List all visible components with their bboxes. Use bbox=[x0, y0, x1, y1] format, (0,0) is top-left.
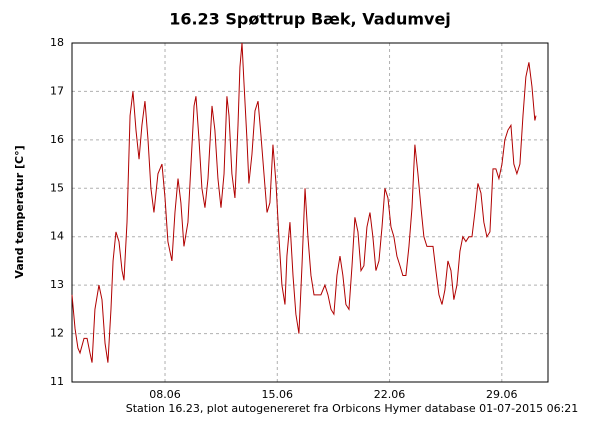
y-axis-label: Vand temperatur [C°] bbox=[13, 145, 26, 278]
x-tick-label: 22.06 bbox=[374, 388, 406, 401]
y-tick-label: 12 bbox=[50, 327, 64, 340]
x-tick-label: 15.06 bbox=[262, 388, 294, 401]
plot-area bbox=[72, 43, 548, 382]
y-tick-label: 16 bbox=[50, 133, 64, 146]
y-tick-label: 14 bbox=[50, 230, 64, 243]
y-tick-label: 15 bbox=[50, 181, 64, 194]
chart-title: 16.23 Spøttrup Bæk, Vadumvej bbox=[169, 10, 451, 29]
plot-frame bbox=[71, 42, 549, 383]
x-tick-label: 08.06 bbox=[149, 388, 181, 401]
y-tick-label: 18 bbox=[50, 36, 64, 49]
data-line bbox=[71, 42, 537, 363]
y-tick-label: 11 bbox=[50, 375, 64, 388]
y-tick-label: 17 bbox=[50, 84, 64, 97]
y-tick-label: 13 bbox=[50, 278, 64, 291]
footnote: Station 16.23, plot autogenereret fra Or… bbox=[126, 402, 579, 415]
x-tick-label: 29.06 bbox=[486, 388, 518, 401]
